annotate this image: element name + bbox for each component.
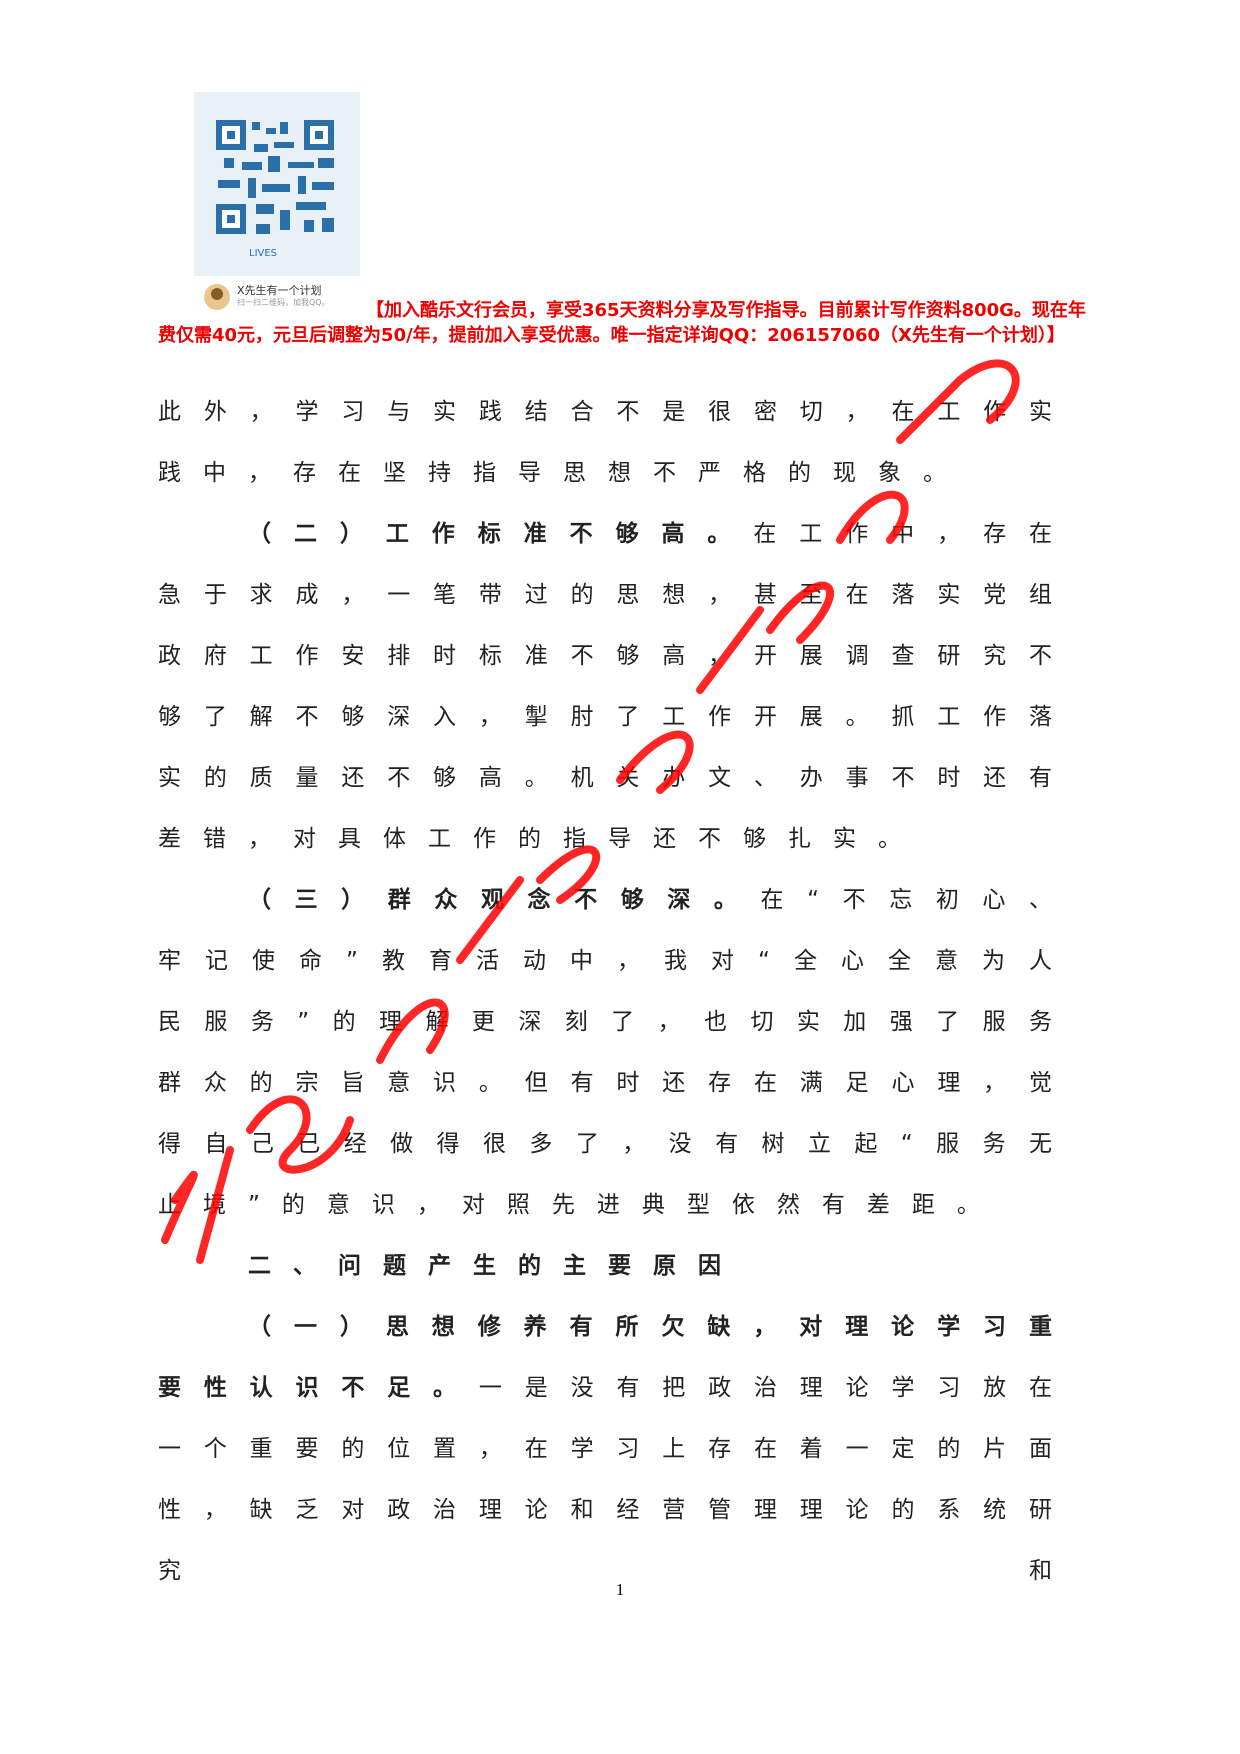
paragraph-text: 在工作中，存在急于求成，一笔带过的思想，甚至在落实党组政府工作安排时标准不够高，… [158, 521, 1075, 852]
page-number: 1 [615, 1580, 625, 1599]
paragraph: （一）思想修养有所欠缺，对理论学习重要性认识不足。一是没有把政治理论学习放在一个… [158, 1297, 1074, 1602]
avatar [204, 284, 230, 310]
paragraph-lead: （二）工作标准不够高。 [248, 521, 754, 547]
qr-label: LIVES [249, 248, 277, 259]
qr-caption-sub: 扫一扫二维码，加我QQ。 [237, 298, 330, 307]
notice: 【加入酷乐文行会员，享受365天资料分享及写作指导。目前累计写作资料800G。现… [158, 300, 1086, 346]
qr-caption-name: X先生有一个计划 [237, 284, 322, 297]
body: 此外，学习与实践结合不是很密切，在工作实践中，存在坚持指导思想不严格的现象。 （二… [158, 382, 1074, 1602]
paragraph-lead: （一）思想修养有所欠缺，对理论学习重要性认识不足。 [158, 1314, 1074, 1401]
paragraph-text: 在“不忘初心、牢记使命”教育活动中，我对“全心全意为人民服务”的理解更深刻了，也… [158, 887, 1075, 1218]
paragraph: （二）工作标准不够高。在工作中，存在急于求成，一笔带过的思想，甚至在落实党组政府… [158, 504, 1074, 870]
paragraph: 此外，学习与实践结合不是很密切，在工作实践中，存在坚持指导思想不严格的现象。 [158, 382, 1074, 504]
paragraph-lead: （三）群众观念不够深。 [248, 887, 761, 913]
paragraph-text: 此外，学习与实践结合不是很密切，在工作实践中，存在坚持指导思想不严格的现象。 [158, 399, 1074, 486]
paragraph-lead: 二、问题产生的主要原因 [248, 1253, 743, 1279]
qr-code: LIVES [194, 92, 360, 276]
paragraph-text: 一是没有把政治理论学习放在一个重要的位置，在学习上存在着一定的片面性，缺乏对政治… [158, 1375, 1075, 1584]
paragraph: （三）群众观念不够深。在“不忘初心、牢记使命”教育活动中，我对“全心全意为人民服… [158, 870, 1074, 1236]
paragraph: 二、问题产生的主要原因 [158, 1236, 1074, 1297]
